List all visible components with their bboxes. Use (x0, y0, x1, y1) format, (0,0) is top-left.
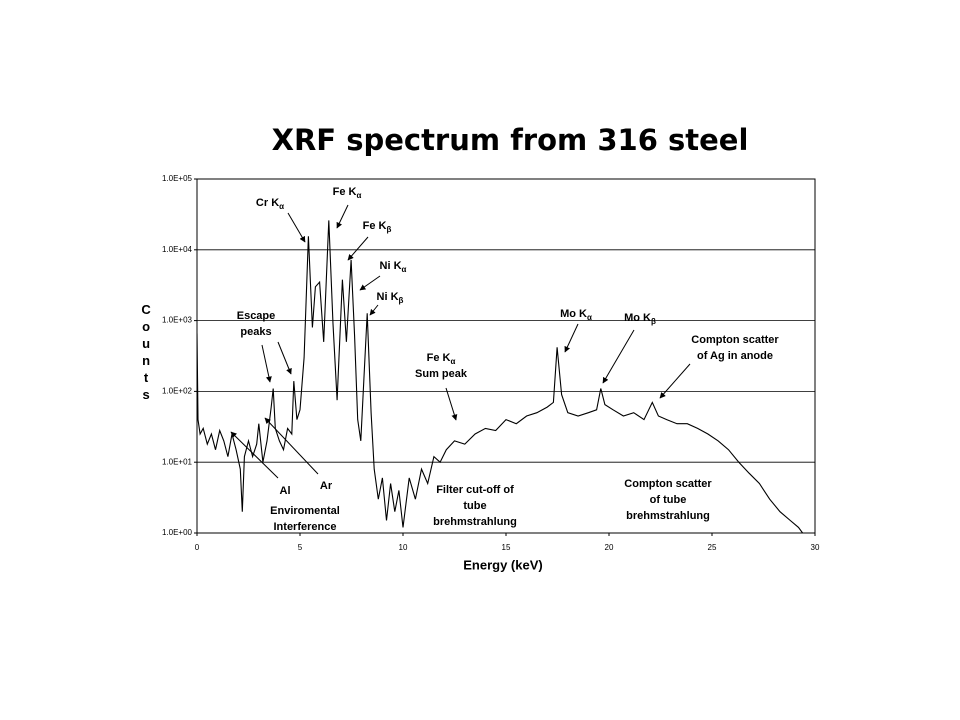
annotation-subscript: β (399, 296, 404, 305)
annotation: Ni Kα (380, 260, 407, 274)
annotation: Ni Kβ (377, 291, 404, 305)
x-tick-label: 20 (605, 543, 614, 552)
annotation-subscript: α (450, 357, 455, 366)
annotation-text: tube (463, 500, 486, 512)
annotation-arrow (564, 323, 579, 353)
annotation: Al (280, 485, 291, 497)
annotation-arrow (264, 417, 319, 475)
annotation-text: Compton scatter (691, 334, 779, 346)
annotation-subscript: α (402, 265, 407, 274)
annotation-text: Ni K (380, 260, 402, 272)
annotation: Interference (274, 521, 337, 533)
annotation: of Ag in anode (697, 350, 773, 362)
annotation: Cr Kα (256, 197, 284, 211)
annotation-text: Ni K (377, 291, 399, 303)
annotation-subscript: α (587, 313, 592, 322)
annotation-subscript: β (651, 317, 656, 326)
y-tick-label: 1.0E+01 (162, 457, 193, 466)
annotation-text: Interference (274, 521, 337, 533)
annotation-text: of tube (650, 494, 687, 506)
annotation-text: Mo K (624, 312, 651, 324)
annotation: Mo Kβ (624, 312, 656, 326)
annotation: Fe Kα (427, 352, 456, 366)
annotation-text: Fe K (427, 352, 451, 364)
annotation-arrow (287, 212, 306, 243)
annotation: peaks (240, 326, 271, 338)
y-tick-label: 1.0E+00 (162, 528, 193, 537)
annotation-text: Sum peak (415, 368, 468, 380)
annotation: Compton scatter (691, 334, 779, 346)
annotation: Fe Kα (333, 186, 362, 200)
annotation: Ar (320, 480, 333, 492)
annotation-text: Escape (237, 310, 276, 322)
annotation-text: brehmstrahlung (433, 516, 517, 528)
annotation-arrow (277, 341, 292, 375)
annotation: Compton scatter (624, 478, 712, 490)
spectrum-line (197, 220, 804, 533)
annotation: Enviromental (270, 505, 340, 517)
x-tick-label: 10 (399, 543, 408, 552)
annotation: of tube (650, 494, 687, 506)
y-axis-label: Counts (139, 302, 154, 404)
chart-title: XRF spectrum from 316 steel (272, 123, 749, 157)
annotation: brehmstrahlung (626, 510, 710, 522)
annotation-text: brehmstrahlung (626, 510, 710, 522)
annotation: Escape (237, 310, 276, 322)
x-tick-label: 5 (298, 543, 303, 552)
annotation: Filter cut-off of (436, 484, 514, 496)
annotation-arrow (659, 363, 691, 399)
annotation-text: Compton scatter (624, 478, 712, 490)
annotation-arrow (230, 431, 279, 479)
annotation: Sum peak (415, 368, 468, 380)
annotation-arrow (602, 329, 635, 384)
annotation: brehmstrahlung (433, 516, 517, 528)
y-tick-label: 1.0E+02 (162, 387, 193, 396)
annotation: Mo Kα (560, 308, 592, 322)
annotation-text: of Ag in anode (697, 350, 773, 362)
annotation-text: Mo K (560, 308, 587, 320)
annotation-text: Cr K (256, 197, 279, 209)
annotation-arrow (336, 204, 349, 229)
y-tick-label: 1.0E+05 (162, 174, 193, 183)
annotation-text: Enviromental (270, 505, 340, 517)
x-tick-label: 15 (502, 543, 511, 552)
annotation-subscript: α (279, 202, 284, 211)
annotation-text: peaks (240, 326, 271, 338)
x-axis-label: Energy (keV) (463, 557, 542, 572)
x-tick-label: 30 (811, 543, 820, 552)
annotation-text: Al (280, 485, 291, 497)
annotation-text: Ar (320, 480, 333, 492)
annotation-arrow (359, 275, 381, 291)
annotation-arrow (261, 344, 272, 383)
annotation-text: Fe K (333, 186, 357, 198)
x-tick-label: 25 (708, 543, 717, 552)
annotation-text: Filter cut-off of (436, 484, 514, 496)
y-tick-label: 1.0E+04 (162, 245, 193, 254)
annotation-arrow (369, 304, 379, 316)
annotation-arrow (445, 387, 458, 421)
annotation-subscript: β (386, 225, 391, 234)
x-tick-label: 0 (195, 543, 200, 552)
annotation-subscript: α (356, 191, 361, 200)
annotation: Fe Kβ (363, 220, 392, 234)
y-tick-label: 1.0E+03 (162, 316, 193, 325)
annotation-text: Fe K (363, 220, 387, 232)
annotation: tube (463, 500, 486, 512)
annotation-arrow (347, 236, 369, 261)
